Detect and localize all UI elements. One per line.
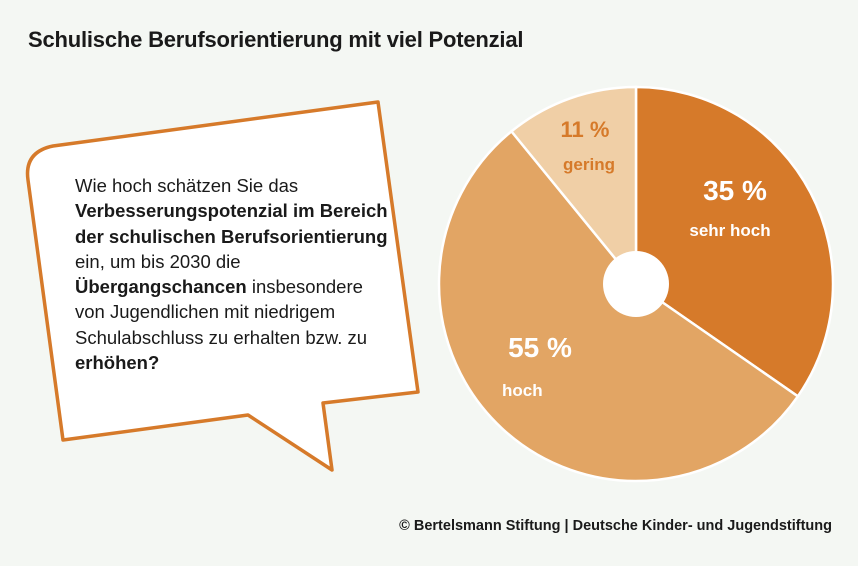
- slice-category-label: hoch: [502, 381, 543, 400]
- slice-value-label: 55 %: [508, 332, 572, 363]
- copyright-footer: © Bertelsmann Stiftung | Deutsche Kinder…: [399, 518, 832, 534]
- question-text: insbe­sondere von Jugendlichen mit niedr…: [75, 276, 368, 348]
- question-emphasis: erhöhen?: [75, 352, 160, 374]
- donut-hole: [603, 251, 669, 317]
- question-emphasis: Verbesserungspotenzial im Bereich der sc…: [75, 200, 388, 247]
- slice-value-label: 11 %: [561, 117, 610, 142]
- pie-slice-gering: [509, 85, 638, 288]
- question-text: ein, um bis 2030 die: [75, 250, 241, 272]
- slice-value-label: 35 %: [703, 175, 767, 206]
- pie-slice-sehr-hoch: [634, 85, 835, 399]
- speech-bubble-outline: [25, 100, 420, 472]
- chart-title: Schulische Berufsorientierung mit viel P…: [28, 27, 524, 52]
- question-emphasis: Übergangschancen: [75, 276, 247, 298]
- question-text: Wie hoch schätzen Sie das: [75, 175, 299, 196]
- slice-category-label: gering: [563, 155, 615, 174]
- slice-category-label: sehr hoch: [689, 221, 770, 240]
- survey-question: Wie hoch schätzen Sie das Verbesserungsp…: [75, 173, 395, 375]
